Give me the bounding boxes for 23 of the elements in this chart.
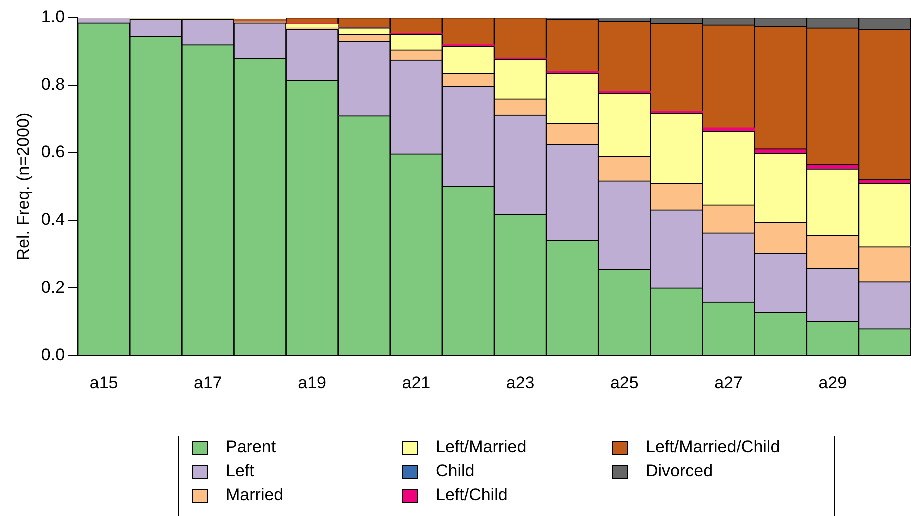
y-tick-label: 0.2 [41, 278, 66, 297]
y-axis-title: Rel. Freq. (n=2000) [14, 112, 33, 261]
x-tick-label: a21 [402, 373, 431, 392]
x-tick-label: a17 [194, 373, 222, 392]
legend-label: Married [226, 486, 284, 505]
y-tick-label: 0.8 [41, 75, 66, 94]
x-tick-label: a25 [610, 373, 639, 392]
legend-label: Child [436, 462, 475, 481]
legend-label: Divorced [646, 462, 714, 481]
x-tick-label: a29 [818, 373, 848, 392]
x-tick-label: a23 [506, 373, 535, 392]
x-tick-label: a27 [714, 373, 743, 392]
legend-label: Left/Married/Child [646, 438, 780, 457]
y-tick-label: 1.0 [41, 8, 66, 27]
x-tick-label: a19 [298, 373, 326, 392]
legend-label: Left/Child [436, 486, 508, 505]
y-tick-label: 0.4 [41, 210, 66, 230]
legend-label: Left [226, 462, 255, 481]
legend-label: Parent [226, 438, 276, 457]
x-tick-label: a15 [90, 373, 118, 392]
legend-label: Left/Married [436, 438, 527, 457]
y-tick-label: 0.0 [41, 345, 66, 364]
y-tick-label: 0.6 [41, 142, 66, 162]
